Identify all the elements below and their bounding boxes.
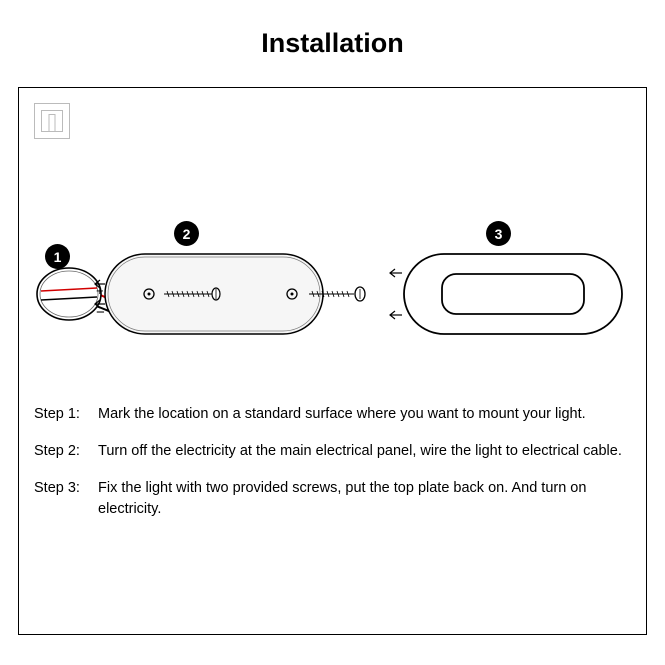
svg-text:+: +: [96, 283, 104, 298]
wall-switch-plate: [41, 110, 63, 132]
step-row-3: Step 3: Fix the light with two provided …: [34, 478, 631, 520]
wall-switch-icon: [34, 103, 70, 139]
steps-list: Step 1: Mark the location on a standard …: [34, 404, 631, 520]
step-1-label: Step 1:: [34, 404, 92, 425]
svg-text:−: −: [96, 304, 105, 321]
step-row-2: Step 2: Turn off the electricity at the …: [34, 441, 631, 462]
step-2-label: Step 2:: [34, 441, 92, 462]
step-row-1: Step 1: Mark the location on a standard …: [34, 404, 631, 425]
instruction-frame: 1 2 3 +− Step 1: Mark the location on a …: [18, 87, 647, 635]
step-3-label: Step 3:: [34, 478, 92, 520]
wall-switch-rocker: [49, 114, 56, 132]
page-title: Installation: [18, 28, 647, 59]
step-1-text: Mark the location on a standard surface …: [92, 404, 631, 425]
step-3-text: Fix the light with two provided screws, …: [92, 478, 631, 520]
installation-diagram: +−: [34, 149, 634, 379]
step-2-text: Turn off the electricity at the main ele…: [92, 441, 631, 462]
diagram-area: 1 2 3 +−: [34, 149, 631, 379]
